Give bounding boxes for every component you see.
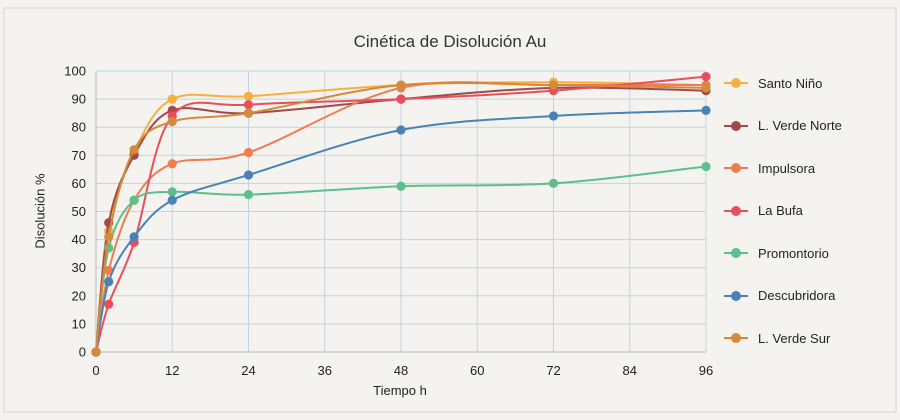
y-tick-label: 10 bbox=[72, 316, 86, 331]
y-tick-label: 0 bbox=[79, 345, 86, 360]
y-tick-label: 90 bbox=[72, 92, 86, 107]
data-point bbox=[701, 161, 711, 172]
x-tick-label: 84 bbox=[623, 363, 637, 378]
legend-item: L. Verde Norte bbox=[724, 105, 894, 148]
legend-label: Descubridora bbox=[758, 288, 836, 304]
data-point bbox=[243, 108, 254, 118]
x-tick-label: 60 bbox=[470, 363, 484, 378]
x-tick-label: 12 bbox=[165, 363, 179, 378]
y-tick-label: 30 bbox=[72, 260, 86, 275]
y-tick-label: 70 bbox=[72, 148, 86, 163]
data-point bbox=[91, 347, 101, 357]
chart-border bbox=[3, 7, 897, 413]
x-tick-label: 96 bbox=[699, 363, 713, 378]
legend-swatch bbox=[724, 77, 748, 89]
legend-label: L. Verde Sur bbox=[758, 330, 831, 346]
x-tick-label: 0 bbox=[92, 363, 99, 378]
data-point bbox=[167, 116, 177, 127]
legend: Santo Niño L. Verde Norte Impulsora La Bufa… bbox=[724, 62, 894, 360]
data-point bbox=[104, 299, 114, 309]
data-point bbox=[167, 159, 177, 169]
data-point bbox=[548, 178, 559, 188]
data-point bbox=[396, 125, 406, 135]
x-axis-title: Tiempo h bbox=[373, 383, 427, 398]
legend-item: La Bufa bbox=[724, 190, 894, 233]
data-point bbox=[104, 277, 114, 287]
data-point bbox=[104, 232, 114, 242]
x-tick-label: 24 bbox=[241, 363, 255, 378]
legend-label: La Bufa bbox=[758, 203, 803, 219]
data-point bbox=[396, 94, 406, 104]
data-point bbox=[548, 111, 559, 121]
series-l-verde-sur bbox=[91, 80, 711, 357]
legend-item: Santo Niño bbox=[724, 62, 894, 105]
legend-item: Promontorio bbox=[724, 232, 894, 275]
data-point bbox=[129, 195, 139, 205]
data-point bbox=[243, 170, 254, 180]
data-point bbox=[701, 83, 711, 93]
y-tick-label: 50 bbox=[72, 204, 86, 219]
data-point bbox=[396, 80, 406, 90]
y-tick-label: 40 bbox=[72, 232, 86, 247]
legend-swatch bbox=[724, 332, 748, 344]
data-point bbox=[243, 147, 254, 158]
legend-item: Impulsora bbox=[724, 147, 894, 190]
legend-label: Promontorio bbox=[758, 245, 829, 261]
data-point bbox=[548, 80, 559, 90]
data-point bbox=[243, 190, 254, 200]
data-point bbox=[243, 100, 254, 110]
series-layer bbox=[91, 72, 711, 357]
data-point bbox=[701, 72, 711, 82]
x-tick-label: 36 bbox=[318, 363, 332, 378]
legend-swatch bbox=[724, 247, 748, 259]
legend-swatch bbox=[724, 290, 748, 302]
data-point bbox=[243, 91, 254, 101]
data-point bbox=[167, 195, 177, 205]
axis-layer: 0 10 20 30 40 50 60 70 80 90 100 0 12 24 36 48 60 72 84 96 bbox=[64, 64, 713, 379]
data-point bbox=[701, 105, 711, 115]
data-point bbox=[396, 181, 406, 191]
y-tick-label: 20 bbox=[72, 288, 86, 303]
data-point bbox=[167, 94, 177, 104]
legend-swatch bbox=[724, 120, 748, 132]
legend-item: Descubridora bbox=[724, 275, 894, 318]
legend-swatch bbox=[724, 162, 748, 174]
legend-label: L. Verde Norte bbox=[758, 118, 842, 134]
chart-title: Cinética de Disolución Au bbox=[353, 32, 547, 51]
data-point bbox=[167, 187, 177, 197]
y-tick-label: 60 bbox=[72, 176, 86, 191]
legend-swatch bbox=[724, 205, 748, 217]
legend-label: Santo Niño bbox=[758, 75, 823, 91]
data-point bbox=[129, 145, 139, 155]
legend-label: Impulsora bbox=[758, 160, 816, 176]
y-tick-label: 80 bbox=[72, 120, 86, 135]
y-tick-label: 100 bbox=[64, 64, 86, 79]
data-point bbox=[129, 232, 139, 242]
x-tick-label: 48 bbox=[394, 363, 408, 378]
legend-item: L. Verde Sur bbox=[724, 317, 894, 360]
x-tick-label: 72 bbox=[546, 363, 560, 378]
